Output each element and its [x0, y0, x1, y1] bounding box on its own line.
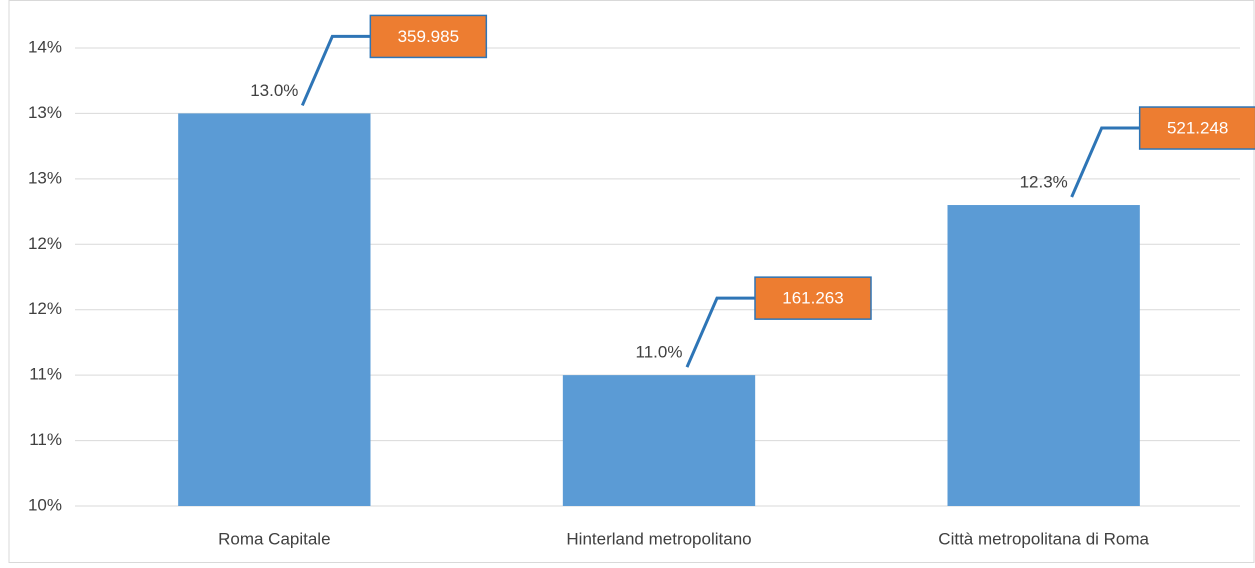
y-tick-label: 14%	[28, 37, 62, 56]
bar	[562, 375, 756, 506]
bar	[947, 205, 1140, 506]
data-label: 13.0%	[250, 81, 298, 100]
y-tick-label: 12%	[28, 234, 62, 253]
y-tick-label: 11%	[29, 430, 62, 449]
callout-box	[754, 276, 872, 320]
callout-label: 521.248	[1167, 119, 1228, 138]
data-label: 12.3%	[1020, 173, 1068, 192]
y-tick-label: 13%	[28, 103, 62, 122]
callout-box	[1138, 106, 1255, 150]
y-tick-label: 11%	[29, 365, 62, 384]
bar	[178, 113, 371, 506]
data-label: 11.0%	[636, 343, 683, 362]
x-tick-label: Città metropolitana di Roma	[938, 529, 1149, 548]
x-tick-label: Hinterland metropolitano	[566, 529, 751, 548]
y-tick-label: 13%	[28, 168, 62, 187]
callout-leader	[1070, 126, 1140, 198]
callout-leader	[685, 296, 755, 368]
x-tick-label: Roma Capitale	[218, 529, 330, 548]
callout-label: 359.985	[398, 27, 459, 46]
y-tick-label: 12%	[28, 299, 62, 318]
y-tick-label: 10%	[28, 495, 62, 514]
callout-label: 161.263	[782, 289, 843, 308]
callout-box	[369, 14, 488, 59]
callout-leader	[300, 34, 371, 107]
